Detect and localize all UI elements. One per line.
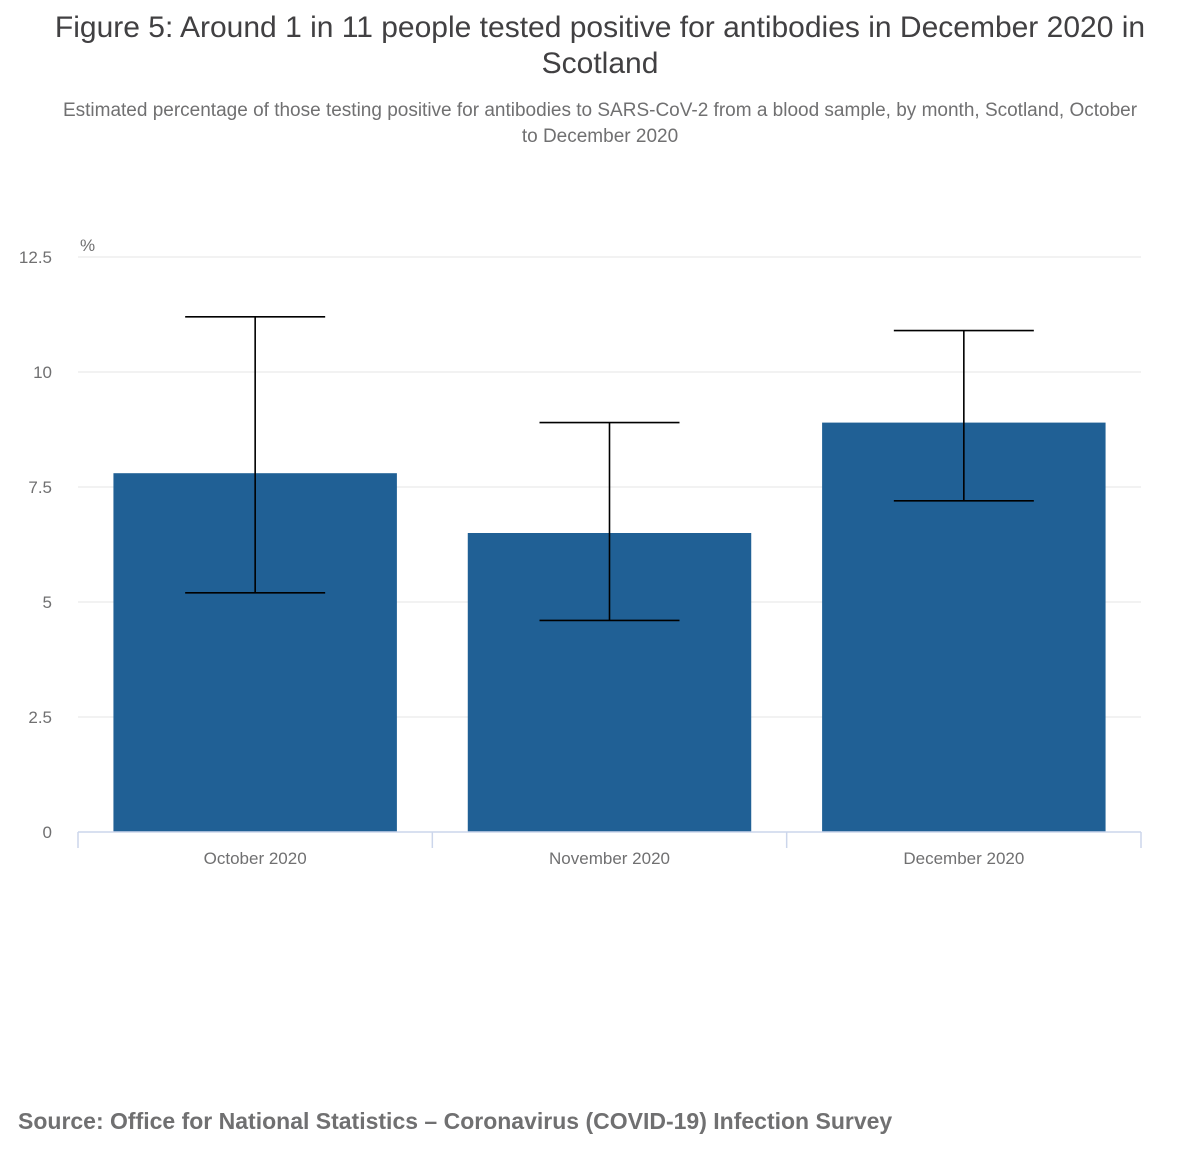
x-tick-label: November 2020 — [549, 849, 670, 868]
chart-subtitle: Estimated percentage of those testing po… — [62, 100, 1138, 147]
x-axis: October 2020 November 2020 December 2020 — [77, 831, 1142, 868]
y-tick-label: 12.5 — [19, 248, 52, 267]
error-bars — [185, 315, 1034, 622]
y-axis-tick-labels: 0 2.5 5 7.5 10 12.5 — [19, 248, 52, 842]
y-axis-unit-label: % — [80, 236, 95, 255]
y-tick-label: 2.5 — [28, 708, 52, 727]
y-tick-label: 0 — [43, 823, 52, 842]
y-tick-label: 10 — [33, 363, 52, 382]
source-note: Source: Office for National Statistics –… — [18, 1108, 893, 1134]
y-tick-label: 5 — [43, 593, 52, 612]
x-tick-label: October 2020 — [204, 849, 307, 868]
y-tick-label: 7.5 — [28, 478, 52, 497]
chart-title: Figure 5: Around 1 in 11 people tested p… — [54, 11, 1146, 80]
x-tick-label: December 2020 — [903, 849, 1024, 868]
